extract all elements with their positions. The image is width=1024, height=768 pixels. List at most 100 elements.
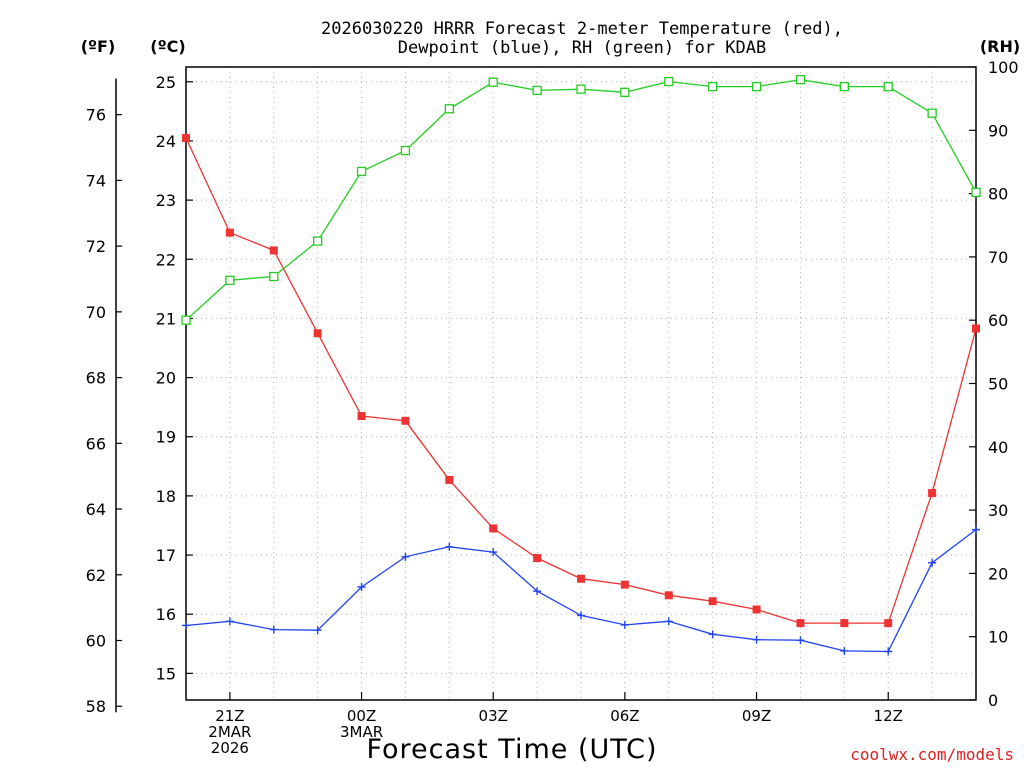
rh-point: [488, 77, 498, 87]
dewpoint-point: [796, 636, 805, 645]
dewpoint-point: [313, 626, 322, 635]
temperature-point: [664, 591, 673, 600]
dewpoint-point: [533, 587, 542, 596]
celsius-tick-label: 20: [156, 369, 176, 388]
fahrenheit-axis-unit: (ºF): [81, 37, 116, 56]
temperature-point: [884, 619, 893, 628]
rh-point: [225, 275, 235, 285]
rh-point: [532, 85, 542, 96]
rh-point: [181, 315, 191, 325]
celsius-tick-label: 15: [156, 664, 176, 683]
x-tick-label: 06Z: [610, 707, 639, 725]
axes: 58 60 62 64 66 68 70 72 74 76 15 16 17 18 19 20 21 22 23 24…: [86, 58, 1019, 757]
temperature-point: [489, 524, 498, 533]
dewpoint-point: [182, 621, 190, 630]
dewpoint-point: [752, 635, 761, 644]
temperature-point: [708, 597, 717, 606]
rh-tick-label: 0: [988, 691, 998, 710]
grid-lines: [186, 67, 976, 700]
celsius-tick-label: 16: [156, 605, 176, 624]
dewpoint-point: [884, 647, 893, 656]
rh-tick-label: 40: [988, 438, 1008, 457]
dewpoint-point: [489, 548, 498, 557]
fahrenheit-tick-label: 60: [86, 632, 106, 651]
temperature-point: [225, 228, 234, 237]
dewpoint-point: [708, 630, 717, 639]
rh-point: [883, 81, 893, 92]
temperature-line: [185, 137, 977, 624]
celsius-tick-label: 17: [156, 546, 176, 565]
fahrenheit-tick-label: 76: [86, 106, 106, 125]
x-tick-label: 00Z: [347, 707, 376, 725]
temperature-point: [269, 246, 278, 255]
temperature-point: [577, 574, 585, 583]
plot-frame: [185, 66, 977, 701]
dewpoint-point: [357, 583, 366, 592]
rh-point: [620, 87, 630, 97]
data-series: [181, 75, 981, 656]
dewpoint-point: [401, 552, 410, 561]
dewpoint-point: [225, 617, 234, 626]
rh-tick-label: 10: [988, 628, 1008, 647]
rh-tick-label: 80: [988, 185, 1008, 204]
credit-text: coolwx.com/models: [850, 745, 1014, 764]
x-tick-label: 3MAR: [340, 723, 383, 741]
x-tick-label: 03Z: [479, 707, 508, 725]
temperature-point: [620, 580, 629, 589]
temperature-point: [840, 619, 849, 628]
fahrenheit-tick-label: 72: [86, 237, 106, 256]
temperature-point: [972, 324, 980, 333]
fahrenheit-tick-label: 68: [86, 369, 106, 388]
rh-point: [400, 145, 411, 156]
rh-tick-label: 90: [988, 121, 1008, 140]
chart-title-line-2: Dewpoint (blue), RH (green) for KDAB: [398, 38, 766, 58]
temperature-point: [752, 605, 761, 614]
rh-point: [927, 108, 937, 118]
temperature-point: [928, 488, 937, 497]
dewpoint-point: [577, 611, 585, 620]
rh-tick-label: 50: [988, 375, 1008, 394]
x-tick-label: 12Z: [874, 707, 903, 725]
celsius-tick-label: 19: [156, 428, 176, 447]
rh-point: [708, 81, 718, 92]
rh-tick-label: 100: [988, 58, 1019, 77]
rh-point: [356, 166, 367, 177]
celsius-tick-label: 22: [156, 250, 176, 269]
temperature-point: [445, 475, 454, 484]
rh-tick-label: 20: [988, 564, 1008, 583]
chart-title-line-1: 2026030220 HRRR Forecast 2-meter Tempera…: [321, 19, 843, 39]
temperature-point: [401, 416, 410, 425]
temperature-point: [182, 133, 190, 142]
temperature-point: [357, 412, 366, 421]
celsius-axis-unit: (ºC): [150, 37, 185, 56]
dewpoint-point: [928, 558, 937, 567]
fahrenheit-tick-label: 70: [86, 303, 106, 322]
rh-point: [664, 76, 674, 87]
rh-point: [795, 75, 806, 85]
dewpoint-point: [620, 620, 629, 629]
fahrenheit-tick-label: 62: [86, 566, 106, 585]
x-tick-label: 2026: [211, 739, 249, 757]
dewpoint-point: [840, 646, 849, 655]
temperature-point: [796, 619, 805, 628]
rh-point: [839, 81, 849, 92]
dewpoint-point: [972, 525, 980, 534]
rh-point: [269, 271, 279, 282]
rh-tick-label: 30: [988, 501, 1008, 520]
temperature-point: [533, 554, 542, 563]
temperature-point: [313, 329, 322, 338]
fahrenheit-tick-label: 64: [86, 500, 106, 519]
rh-point: [751, 81, 762, 92]
rh-tick-label: 70: [988, 248, 1008, 267]
celsius-tick-label: 25: [156, 73, 176, 92]
x-tick-label: 21Z: [215, 707, 244, 725]
rh-point: [971, 187, 981, 197]
rh-point: [313, 236, 323, 246]
celsius-tick-label: 18: [156, 487, 176, 506]
fahrenheit-tick-label: 58: [86, 697, 106, 716]
dewpoint-point: [664, 617, 673, 626]
dewpoint-point: [445, 542, 454, 551]
rh-point: [444, 104, 454, 114]
celsius-tick-label: 21: [156, 309, 176, 328]
